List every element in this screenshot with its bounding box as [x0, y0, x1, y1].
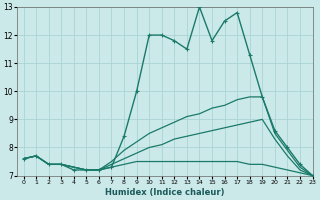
- X-axis label: Humidex (Indice chaleur): Humidex (Indice chaleur): [105, 188, 225, 197]
